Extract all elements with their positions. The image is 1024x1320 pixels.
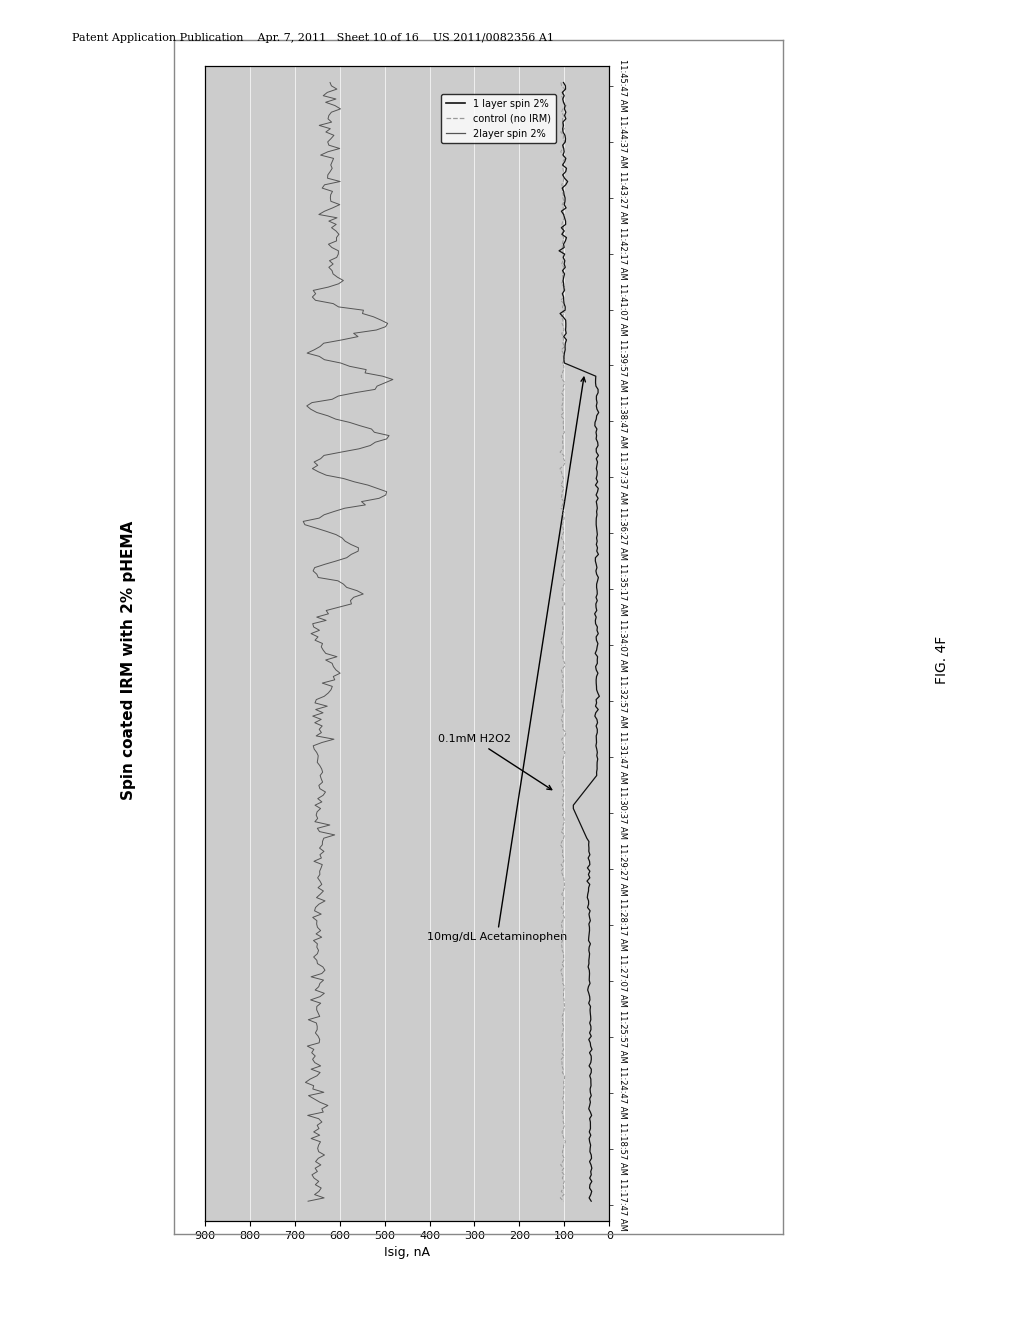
Legend: 1 layer spin 2%, control (no IRM), 2layer spin 2%: 1 layer spin 2%, control (no IRM), 2laye… bbox=[441, 94, 556, 144]
Line: 1 layer spin 2%: 1 layer spin 2% bbox=[559, 82, 599, 1201]
control (no IRM) bbox=[556, 969, 568, 985]
1 layer spin 2% bbox=[584, 969, 596, 985]
control (no IRM) bbox=[556, 236, 568, 252]
control (no IRM) bbox=[558, 1048, 570, 1064]
2layer spin 2% bbox=[305, 969, 317, 985]
control (no IRM) bbox=[555, 74, 567, 90]
1 layer spin 2% bbox=[585, 1193, 597, 1209]
Text: 10mg/dL Acetaminophen: 10mg/dL Acetaminophen bbox=[427, 378, 586, 942]
control (no IRM) bbox=[557, 751, 569, 767]
2layer spin 2% bbox=[323, 236, 335, 252]
1 layer spin 2% bbox=[584, 993, 596, 1008]
1 layer spin 2% bbox=[557, 276, 569, 292]
1 layer spin 2% bbox=[557, 236, 569, 252]
X-axis label: Isig, nA: Isig, nA bbox=[384, 1246, 430, 1259]
Text: 0.1mM H2O2: 0.1mM H2O2 bbox=[438, 734, 552, 789]
1 layer spin 2% bbox=[585, 1048, 597, 1064]
Line: control (no IRM): control (no IRM) bbox=[560, 82, 566, 1201]
Text: FIG. 4F: FIG. 4F bbox=[935, 636, 949, 684]
control (no IRM) bbox=[557, 1193, 569, 1209]
2layer spin 2% bbox=[309, 1048, 322, 1064]
Text: Spin coated IRM with 2% pHEMA: Spin coated IRM with 2% pHEMA bbox=[121, 520, 135, 800]
Text: Patent Application Publication    Apr. 7, 2011   Sheet 10 of 16    US 2011/00823: Patent Application Publication Apr. 7, 2… bbox=[72, 33, 554, 44]
2layer spin 2% bbox=[302, 1193, 314, 1209]
1 layer spin 2% bbox=[592, 751, 604, 767]
2layer spin 2% bbox=[324, 74, 336, 90]
1 layer spin 2% bbox=[557, 74, 569, 90]
control (no IRM) bbox=[555, 276, 567, 292]
Line: 2layer spin 2%: 2layer spin 2% bbox=[303, 82, 393, 1201]
2layer spin 2% bbox=[333, 276, 345, 292]
2layer spin 2% bbox=[311, 751, 324, 767]
control (no IRM) bbox=[558, 993, 570, 1008]
2layer spin 2% bbox=[304, 993, 316, 1008]
